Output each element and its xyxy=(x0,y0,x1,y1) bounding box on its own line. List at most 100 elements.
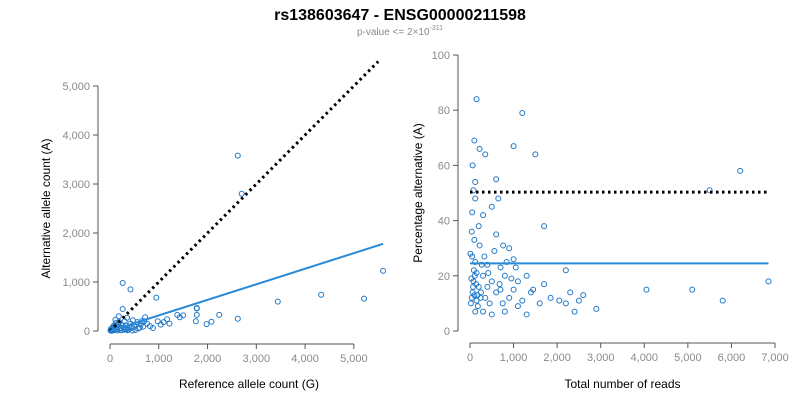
reference-dotted-line xyxy=(108,60,380,333)
data-point xyxy=(488,278,495,285)
y-tick-label: 0 xyxy=(84,326,90,338)
x-tick-label: 4,000 xyxy=(291,353,319,365)
data-point xyxy=(193,305,200,312)
data-point xyxy=(486,300,493,307)
x-tick-label: 2,000 xyxy=(194,353,222,365)
data-point xyxy=(473,281,480,288)
x-tick-label: 5,000 xyxy=(674,352,702,364)
data-point xyxy=(473,297,480,304)
data-point xyxy=(541,281,548,288)
data-point xyxy=(127,286,134,293)
fit-line xyxy=(109,242,384,332)
data-point xyxy=(472,195,479,202)
data-point xyxy=(496,281,503,288)
data-point xyxy=(519,109,526,116)
data-point xyxy=(541,223,548,230)
x-tick-label: 2,000 xyxy=(543,352,571,364)
data-point xyxy=(575,297,582,304)
data-point xyxy=(495,195,502,202)
data-point xyxy=(474,292,481,299)
x-tick-label: 6,000 xyxy=(718,352,746,364)
data-point xyxy=(166,320,173,327)
y-axis-label: Alternative allele count (A) xyxy=(39,138,53,278)
data-point xyxy=(136,324,143,331)
data-point xyxy=(473,96,480,103)
data-point xyxy=(488,311,495,318)
x-tick-label: 0 xyxy=(107,353,113,365)
data-point xyxy=(476,242,483,249)
data-point xyxy=(497,264,504,271)
data-point xyxy=(510,256,517,263)
data-point xyxy=(318,291,325,298)
data-point xyxy=(234,315,241,322)
data-point xyxy=(469,253,476,260)
data-point xyxy=(532,151,539,158)
data-point xyxy=(238,190,245,197)
data-point xyxy=(523,311,530,318)
data-point xyxy=(193,311,200,318)
y-tick-label: 5,000 xyxy=(62,81,90,93)
x-tick-label: 0 xyxy=(467,352,473,364)
data-point xyxy=(470,267,477,274)
allele-count-scatter-panel: 0 1,000 2,000 3,000 4,000 5,000 0 1,000 2,000 3,0… xyxy=(39,60,387,391)
data-point xyxy=(157,321,164,328)
data-point xyxy=(274,298,281,305)
data-point xyxy=(556,297,563,304)
data-point xyxy=(765,278,772,285)
data-point xyxy=(482,294,489,301)
data-point xyxy=(499,300,506,307)
data-point xyxy=(562,300,569,307)
y-tick-label: 40 xyxy=(438,216,450,228)
x-tick-label: 4,000 xyxy=(631,352,659,364)
data-point xyxy=(593,305,600,312)
data-point xyxy=(467,300,474,307)
x-tick-label: 3,000 xyxy=(587,352,615,364)
data-point xyxy=(497,286,504,293)
data-point xyxy=(470,283,477,290)
x-tick-label: 7,000 xyxy=(761,352,789,364)
data-point xyxy=(480,212,487,219)
data-point xyxy=(469,162,476,169)
y-tick-label: 80 xyxy=(438,105,450,117)
data-point xyxy=(523,272,530,279)
data-point xyxy=(501,272,508,279)
y-tick-label: 4,000 xyxy=(62,130,90,142)
data-point xyxy=(471,137,478,144)
data-point xyxy=(132,327,139,334)
data-point xyxy=(482,151,489,158)
data-point xyxy=(129,327,136,334)
data-point xyxy=(149,325,156,332)
data-point xyxy=(112,316,119,323)
subtitle-prefix: p-value <= 2×10 xyxy=(357,27,430,38)
data-point xyxy=(470,187,477,194)
data-point xyxy=(488,203,495,210)
data-point xyxy=(475,223,482,230)
y-tick-label: 0 xyxy=(444,326,450,338)
x-tick-label: 5,000 xyxy=(340,353,368,365)
data-point xyxy=(468,294,475,301)
subtitle-exponent: -311 xyxy=(430,25,444,32)
y-tick-label: 3,000 xyxy=(62,179,90,191)
y-tick-label: 20 xyxy=(438,271,450,283)
y-tick-label: 1,000 xyxy=(62,277,90,289)
data-point xyxy=(689,286,696,293)
data-point xyxy=(472,308,479,315)
data-point xyxy=(510,143,517,150)
data-point xyxy=(514,303,521,310)
data-point xyxy=(506,294,513,301)
data-point xyxy=(580,292,587,299)
data-point xyxy=(706,187,713,194)
figure-subtitle: p-value <= 2×10-311 xyxy=(357,25,443,38)
data-point xyxy=(477,294,484,301)
data-point xyxy=(562,267,569,274)
data-point xyxy=(514,278,521,285)
percentage-alternative-scatter-panel: 0 1,000 2,000 3,000 4,000 5,000 6,000 7,000 0 20 4… xyxy=(411,50,789,391)
data-point xyxy=(571,308,578,315)
x-axis-label: Total number of reads xyxy=(564,377,680,391)
data-point xyxy=(471,272,478,279)
data-point xyxy=(506,245,513,252)
x-tick-label: 1,000 xyxy=(145,353,173,365)
data-point xyxy=(472,259,479,265)
data-point xyxy=(719,297,726,304)
